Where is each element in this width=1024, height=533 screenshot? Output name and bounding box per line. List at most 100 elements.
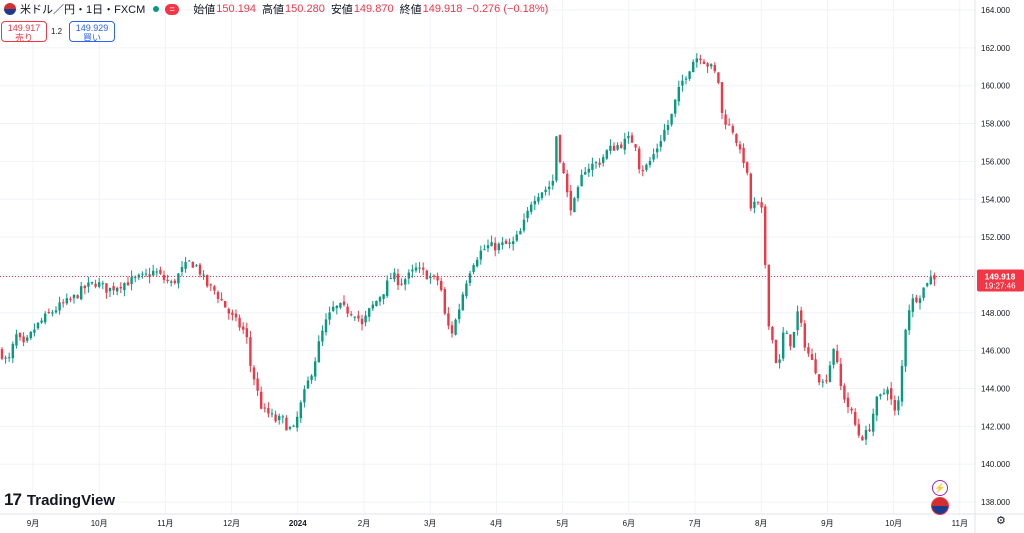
candle-body	[778, 359, 781, 363]
time-tick-label: 9月	[27, 519, 39, 528]
candle-body	[292, 425, 295, 427]
price-tick-label: 138.000	[981, 498, 1010, 507]
price-tick-label: 142.000	[981, 422, 1010, 431]
change-value: −0.276 (−0.18%)	[466, 3, 549, 15]
candle-body	[922, 287, 925, 298]
time-tick-label: 11月	[952, 519, 968, 528]
candle-body	[339, 303, 342, 308]
sell-button[interactable]: 149.917 売り	[1, 21, 47, 43]
time-tick-label: 5月	[556, 519, 568, 528]
candle-body	[414, 267, 418, 271]
buy-button[interactable]: 149.929 買い	[69, 21, 115, 43]
candle-body	[8, 357, 11, 359]
time-tick-label: 7月	[689, 519, 701, 528]
time-tick-label: 10月	[885, 519, 902, 528]
candle-body	[285, 417, 288, 431]
candle-body	[105, 283, 108, 293]
time-tick-label: 4月	[490, 519, 502, 528]
symbol-title[interactable]: 米ドル／円・1日・FXCM	[20, 4, 146, 16]
candle-body	[260, 391, 263, 409]
candle-body	[155, 271, 158, 273]
us-flag-icon[interactable]	[931, 497, 949, 515]
candle-body	[112, 286, 115, 291]
candle-body	[454, 319, 457, 335]
candle-body	[350, 314, 353, 316]
price-tick-label: 160.000	[981, 82, 1010, 91]
buy-price: 149.929	[75, 23, 109, 33]
candle-body	[533, 200, 536, 205]
candle-body	[360, 318, 364, 325]
candle-body	[382, 294, 385, 299]
candle-body	[688, 71, 691, 79]
candle-body	[699, 58, 702, 61]
candle-body	[742, 147, 745, 164]
candle-body	[555, 136, 558, 181]
candle-body	[198, 264, 202, 275]
candle-body	[69, 298, 72, 300]
candle-body	[224, 301, 227, 308]
candle-body	[461, 294, 464, 311]
candle-body	[184, 261, 187, 269]
candle-body	[692, 61, 695, 73]
tradingview-logo-icon: 17	[4, 490, 22, 509]
sell-price: 149.917	[7, 23, 41, 33]
candle-body	[26, 337, 29, 341]
candle-body	[713, 65, 716, 72]
candle-body	[245, 328, 248, 338]
candle-body	[789, 334, 792, 347]
candle-body	[393, 272, 396, 280]
open-value: 150.194	[216, 3, 257, 15]
candle-body	[846, 397, 850, 407]
candle-body	[90, 281, 94, 284]
candle-body	[605, 150, 608, 159]
candle-body	[544, 189, 547, 192]
candle-body	[638, 148, 641, 170]
chart-header: 米ドル／円・1日・FXCM = 始値 150.194 高値 150.280 安値 14…	[0, 0, 548, 18]
candle-body	[897, 400, 900, 411]
candle-body	[173, 280, 176, 284]
candle-body	[551, 180, 554, 186]
candle-body	[458, 309, 461, 320]
price-tick-label: 158.000	[981, 120, 1010, 129]
candle-body	[616, 145, 619, 150]
candle-body	[886, 389, 889, 395]
candle-body	[915, 297, 918, 303]
candle-body	[130, 277, 133, 285]
candle-body	[641, 170, 644, 172]
candle-body	[162, 274, 166, 280]
candle-body	[425, 270, 428, 280]
candle-body	[659, 141, 662, 147]
countdown-label: 19:27:46	[984, 282, 1016, 291]
candle-body	[828, 365, 832, 382]
candle-body	[864, 429, 868, 440]
tradingview-logo[interactable]: 17 TradingView	[4, 490, 115, 510]
candle-body	[825, 380, 828, 382]
candle-body	[785, 332, 788, 334]
candle-body	[926, 283, 929, 286]
candle-body	[933, 275, 936, 280]
candle-body	[98, 282, 101, 287]
candle-body	[821, 381, 824, 383]
candle-body	[346, 306, 349, 314]
candle-body	[180, 267, 184, 272]
candle-body	[738, 144, 742, 150]
candle-body	[238, 317, 241, 328]
candle-body	[328, 312, 331, 320]
candle-body	[0, 349, 4, 359]
time-tick-label: 6月	[623, 519, 635, 528]
bolt-icon[interactable]: ⚡	[932, 480, 948, 496]
candle-body	[450, 325, 454, 334]
candle-body	[594, 162, 598, 164]
gear-icon[interactable]: ⚙	[996, 515, 1006, 527]
candle-body	[774, 340, 778, 364]
candle-body	[490, 242, 493, 247]
candle-body	[472, 265, 475, 273]
candle-body	[584, 172, 587, 175]
candle-body	[843, 385, 846, 400]
candle-body	[749, 173, 752, 209]
candle-body	[695, 58, 698, 63]
equals-icon[interactable]: =	[165, 3, 180, 15]
candle-body	[432, 275, 436, 277]
market-status-icon[interactable]	[153, 6, 160, 12]
